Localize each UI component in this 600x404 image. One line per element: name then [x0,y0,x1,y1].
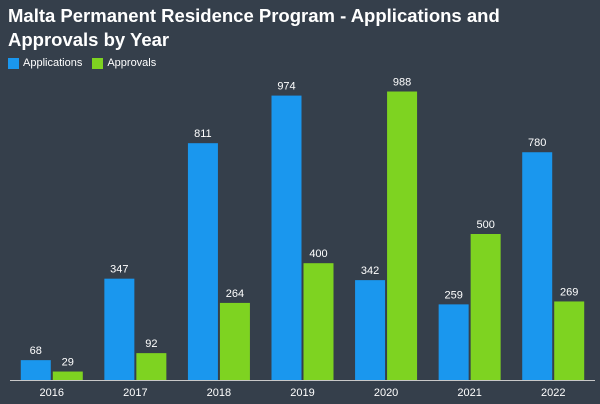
legend-swatch-approvals [92,57,104,69]
legend-label-approvals: Approvals [107,57,157,69]
data-label-approvals-2018: 264 [226,288,244,300]
bar-approvals-2019[interactable] [303,263,334,380]
x-tick-label-2017: 2017 [123,387,147,399]
x-tick-label-2018: 2018 [207,387,231,399]
bar-approvals-2017[interactable] [136,353,167,380]
data-label-approvals-2016: 29 [62,357,74,369]
data-label-applications-2018: 811 [194,128,212,140]
data-label-approvals-2022: 269 [560,286,578,298]
legend: Applications Approvals [8,57,156,69]
legend-swatch-applications [8,57,19,69]
bar-applications-2022[interactable] [522,152,553,380]
data-label-applications-2022: 780 [528,137,546,149]
bar-applications-2020[interactable] [355,280,386,380]
data-label-approvals-2021: 500 [476,219,494,231]
x-tick-label-2019: 2019 [290,387,314,399]
bar-applications-2018[interactable] [187,143,218,380]
x-tick-label-2022: 2022 [541,387,565,399]
bar-applications-2019[interactable] [271,95,302,380]
legend-item-applications[interactable]: Applications [8,57,82,69]
bar-approvals-2018[interactable] [219,302,250,380]
data-label-applications-2021: 259 [444,289,462,301]
legend-label-applications: Applications [23,57,83,69]
data-label-approvals-2020: 988 [393,77,411,89]
x-tick-label-2020: 2020 [374,387,398,399]
bar-applications-2017[interactable] [104,278,135,380]
bar-approvals-2021[interactable] [470,234,501,380]
data-label-approvals-2017: 92 [145,338,157,350]
legend-item-approvals[interactable]: Approvals [92,57,156,69]
data-label-applications-2017: 347 [110,264,128,276]
chart-title: Malta Permanent Residence Program - Appl… [8,5,500,50]
x-tick-label-2021: 2021 [457,387,481,399]
data-label-approvals-2019: 400 [309,248,327,260]
x-tick-label-2016: 2016 [40,387,64,399]
bar-applications-2021[interactable] [438,304,469,380]
data-label-applications-2020: 342 [361,265,379,277]
data-label-applications-2019: 974 [277,81,295,93]
data-label-applications-2016: 68 [30,345,42,357]
bar-approvals-2020[interactable] [387,91,418,380]
bar-approvals-2022[interactable] [554,301,585,380]
bar-applications-2016[interactable] [20,360,51,380]
bar-approvals-2016[interactable] [52,371,83,380]
